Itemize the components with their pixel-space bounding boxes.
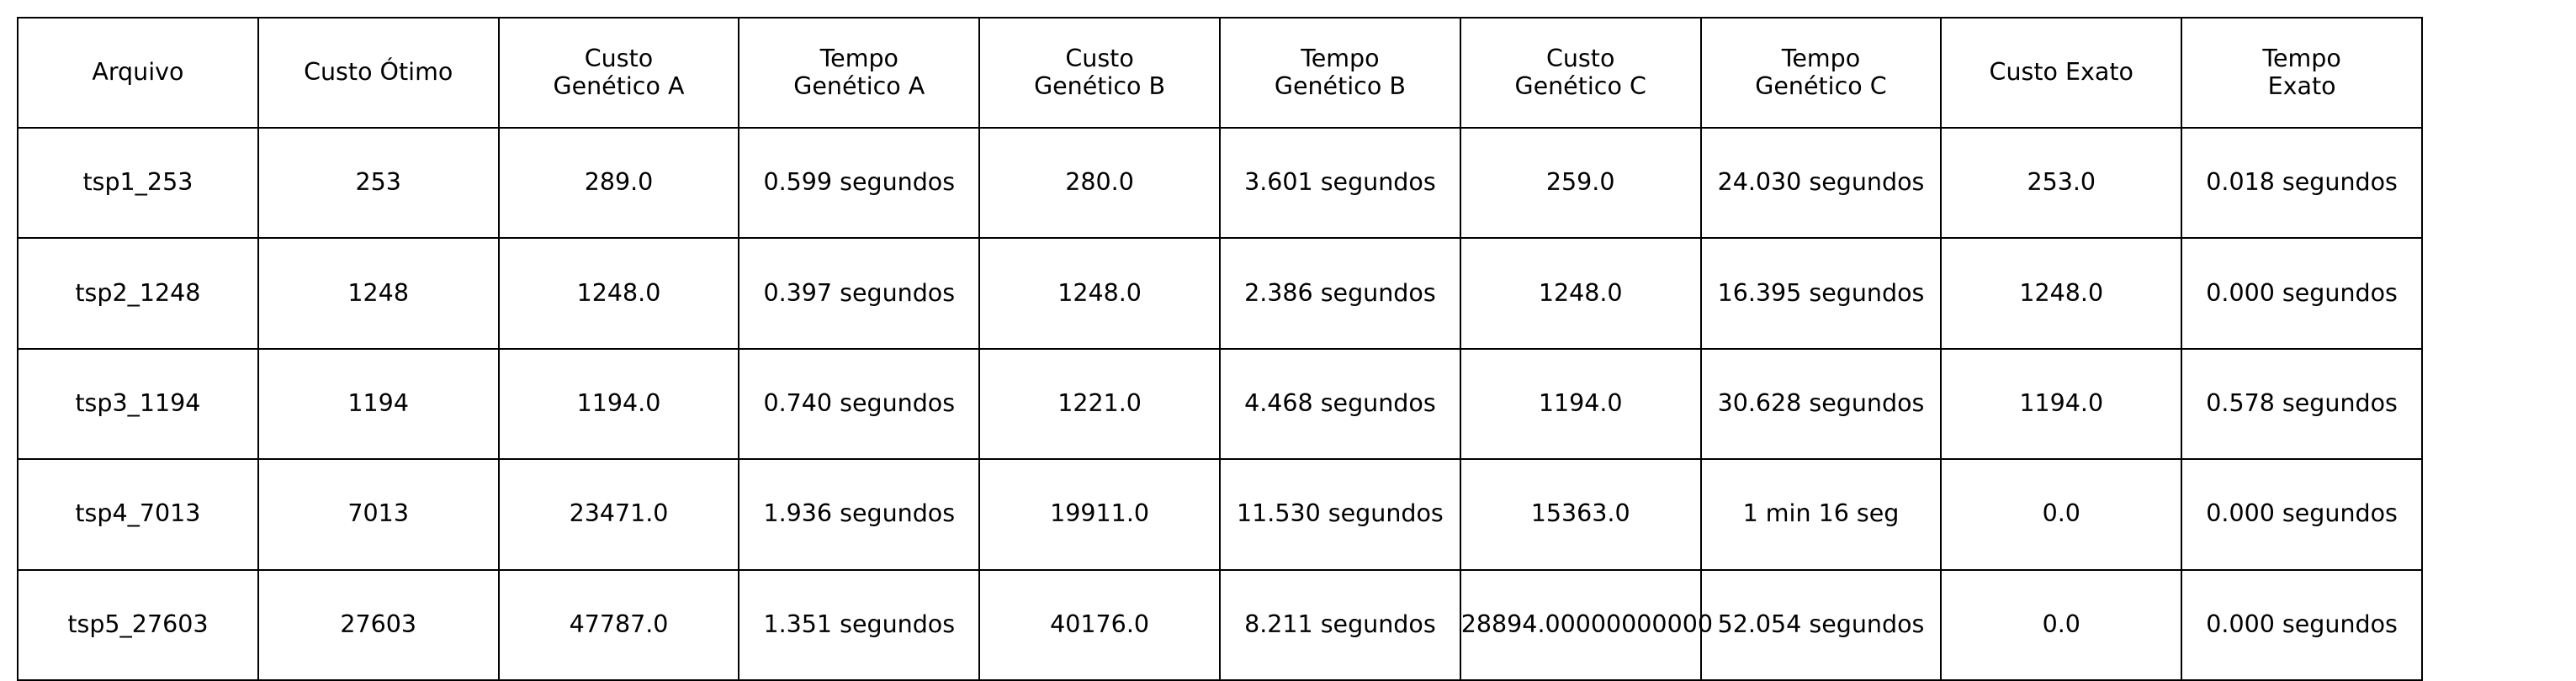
table-header: Arquivo Custo Ótimo Custo Genético A Tem… [17, 17, 2423, 129]
table-cell: 2.386 segundos [1218, 237, 1461, 350]
table-cell: 28894.00000000000 [1459, 568, 1713, 681]
header-cell-custo-genetico-a: Custo Genético A [497, 17, 740, 129]
table-cell: 1248 [257, 237, 500, 350]
table-cell: 47787.0 [497, 568, 740, 681]
table-cell: 11.530 segundos [1218, 458, 1461, 571]
table-cell: 1248.0 [1459, 237, 1702, 350]
header-cell-arquivo: Arquivo [17, 17, 259, 129]
table-cell: 4.468 segundos [1218, 347, 1461, 461]
table-cell: 7013 [257, 458, 500, 571]
table-cell: 0.000 segundos [2181, 568, 2423, 681]
table-cell: 259.0 [1459, 126, 1702, 240]
table-cell: tsp4_7013 [17, 458, 259, 571]
table-cell: 280.0 [978, 126, 1221, 240]
header-cell-custo-exato: Custo Exato [1940, 17, 2183, 129]
table-row: tsp3_1194 1194 1194.0 0.740 segundos 122… [17, 347, 2423, 461]
table-cell: 1.351 segundos [738, 568, 981, 681]
table-cell: 0.397 segundos [738, 237, 981, 350]
table-row: tsp4_7013 7013 23471.0 1.936 segundos 19… [17, 458, 2423, 571]
table-cell: 0.000 segundos [2181, 237, 2423, 350]
table-cell: 24.030 segundos [1699, 126, 1943, 240]
header-cell-tempo-genetico-a: Tempo Genético A [738, 17, 981, 129]
table-cell: 52.054 segundos [1699, 568, 1943, 681]
table-cell: 0.578 segundos [2181, 347, 2423, 461]
table-cell: 289.0 [497, 126, 740, 240]
table-cell: 0.0 [1940, 568, 2183, 681]
header-cell-tempo-genetico-c: Tempo Genético C [1699, 17, 1943, 129]
table-cell: 253 [257, 126, 500, 240]
table-cell: 1248.0 [1940, 237, 2183, 350]
table-cell: 16.395 segundos [1699, 237, 1943, 350]
table-cell: 1194 [257, 347, 500, 461]
table-cell: 15363.0 [1459, 458, 1702, 571]
header-cell-tempo-genetico-b: Tempo Genético B [1218, 17, 1461, 129]
table-cell: tsp5_27603 [17, 568, 259, 681]
header-row: Arquivo Custo Ótimo Custo Genético A Tem… [17, 17, 2423, 129]
table-cell: 1 min 16 seg [1699, 458, 1943, 571]
table-cell: 1194.0 [1940, 347, 2183, 461]
table-cell: 1248.0 [497, 237, 740, 350]
table-cell: 27603 [257, 568, 500, 681]
table-row: tsp2_1248 1248 1248.0 0.397 segundos 124… [17, 237, 2423, 350]
table-cell: 253.0 [1940, 126, 2183, 240]
table-cell: 1221.0 [978, 347, 1221, 461]
table-cell: 0.740 segundos [738, 347, 981, 461]
table-row: tsp5_27603 27603 47787.0 1.351 segundos … [17, 568, 2423, 681]
table-cell: 23471.0 [497, 458, 740, 571]
table-cell: 1194.0 [497, 347, 740, 461]
table-cell: 0.599 segundos [738, 126, 981, 240]
header-cell-custo-genetico-c: Custo Genético C [1459, 17, 1702, 129]
table-cell: tsp1_253 [17, 126, 259, 240]
table-cell: 30.628 segundos [1699, 347, 1943, 461]
header-cell-tempo-exato: Tempo Exato [2181, 17, 2423, 129]
table-cell: 1.936 segundos [738, 458, 981, 571]
table-cell: 1194.0 [1459, 347, 1702, 461]
table-cell: 19911.0 [978, 458, 1221, 571]
table-cell: tsp2_1248 [17, 237, 259, 350]
table-cell: 1248.0 [978, 237, 1221, 350]
header-cell-custo-otimo: Custo Ótimo [257, 17, 500, 129]
table-body: tsp1_253 253 289.0 0.599 segundos 280.0 … [17, 126, 2423, 681]
table-cell: 0.018 segundos [2181, 126, 2423, 240]
table-cell: tsp3_1194 [17, 347, 259, 461]
results-table: Arquivo Custo Ótimo Custo Genético A Tem… [17, 17, 2423, 681]
table-row: tsp1_253 253 289.0 0.599 segundos 280.0 … [17, 126, 2423, 240]
table-cell: 40176.0 [978, 568, 1221, 681]
table-cell: 0.000 segundos [2181, 458, 2423, 571]
table-cell: 8.211 segundos [1218, 568, 1461, 681]
table-cell: 0.0 [1940, 458, 2183, 571]
header-cell-custo-genetico-b: Custo Genético B [978, 17, 1221, 129]
table-cell: 3.601 segundos [1218, 126, 1461, 240]
